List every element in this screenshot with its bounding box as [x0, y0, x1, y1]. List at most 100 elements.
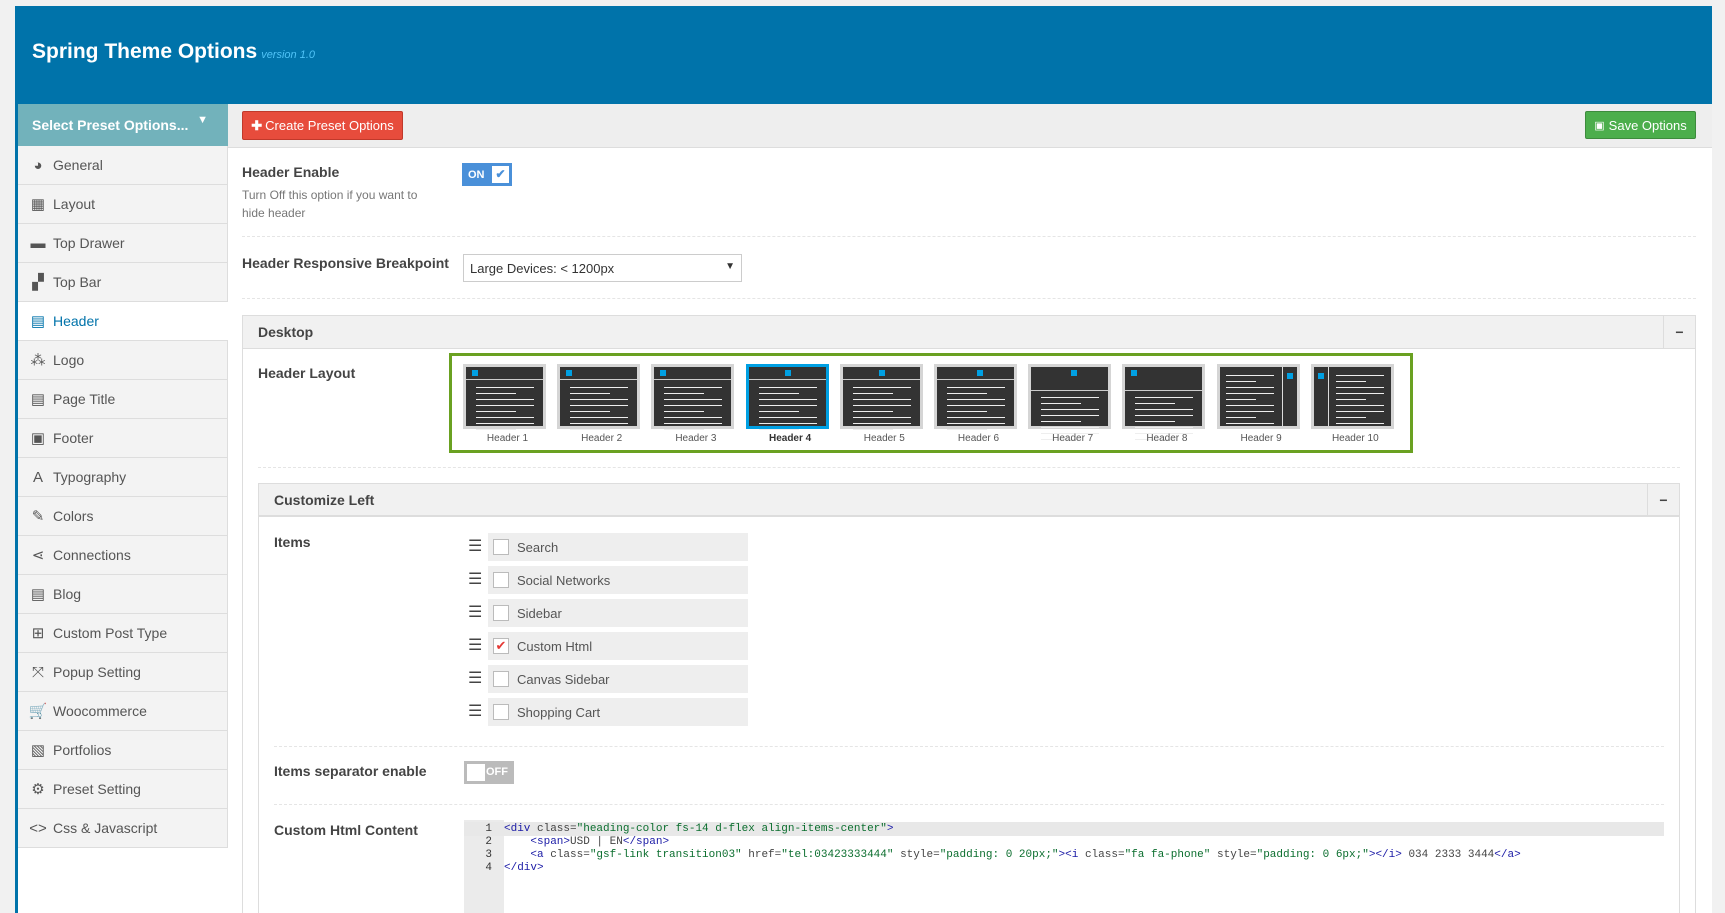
code-icon: <>	[29, 819, 47, 837]
thumb-line	[570, 399, 629, 400]
version-label: version 1.0	[261, 49, 315, 61]
thumb-header-bar	[842, 367, 920, 380]
header-layout-option[interactable]	[1216, 364, 1300, 429]
sidebar-item-label: Header	[53, 313, 99, 329]
item-checkbox[interactable]	[493, 572, 509, 588]
list-item: Sidebar	[488, 599, 748, 627]
item-label: Custom Html	[517, 638, 593, 654]
toggle-state: ON	[468, 168, 485, 181]
thumb-line	[570, 387, 629, 388]
sidebar-item-layout[interactable]: ▦ Layout	[18, 185, 228, 224]
item-checkbox[interactable]	[493, 671, 509, 687]
header-layout-option[interactable]	[1028, 364, 1112, 440]
header-layout-option[interactable]	[651, 364, 735, 430]
sidebar-item-header[interactable]: ▤ Header	[18, 302, 228, 341]
preset-select-label: Select Preset Options...	[32, 117, 189, 133]
sidebar-item-blog[interactable]: ▤ Blog	[18, 575, 228, 614]
sidebar-item-colors[interactable]: ✎ Colors	[18, 497, 228, 536]
thumb-line	[947, 411, 987, 412]
collapse-icon[interactable]: −	[1647, 484, 1679, 515]
header-layout-option[interactable]	[934, 364, 1017, 430]
sidebar-item-label: Logo	[53, 352, 85, 368]
desktop-panel-header[interactable]: Desktop −	[242, 315, 1696, 349]
thumb-line	[758, 429, 799, 430]
sidebar-item-top-drawer[interactable]: ▬ Top Drawer	[18, 224, 228, 263]
sidebar-item-woocommerce[interactable]: 🛒 Woocommerce	[18, 692, 228, 731]
create-preset-label: Create Preset Options	[265, 118, 394, 133]
sidebar-item-label: Colors	[53, 508, 94, 524]
sidebar-item-top-bar[interactable]: ▞ Top Bar	[18, 263, 228, 302]
header-layout-option[interactable]	[1122, 364, 1206, 440]
header-layout-label: Header 6	[957, 433, 1000, 444]
drag-handle-icon[interactable]: ☰	[468, 637, 483, 654]
sidebar-item-connections[interactable]: ⋖ Connections	[18, 536, 228, 575]
header-layout-option[interactable]	[1310, 364, 1394, 429]
sidebar-item-label: Custom Post Type	[53, 625, 168, 641]
drag-handle-icon[interactable]: ☰	[468, 604, 483, 621]
thumb-line	[476, 405, 534, 406]
drag-handle-icon[interactable]: ☰	[468, 538, 483, 555]
divider	[242, 298, 1696, 299]
header-layout-option[interactable]	[463, 364, 546, 430]
divider	[274, 746, 1664, 747]
thumb-line	[1041, 427, 1100, 428]
thumb-line	[570, 393, 611, 394]
thumb-line	[1135, 415, 1194, 416]
drag-handle-icon[interactable]: ☰	[468, 703, 483, 720]
header-layout-option[interactable]	[745, 364, 829, 430]
line-number: 2	[485, 836, 492, 848]
thumb-line	[1225, 423, 1274, 424]
thumb-line	[1225, 405, 1274, 406]
save-label: Save Options	[1608, 117, 1687, 133]
item-checkbox[interactable]	[493, 539, 509, 555]
thumb-logo	[1317, 373, 1324, 379]
brush-icon: ✎	[31, 508, 45, 525]
preset-select[interactable]: Select Preset Options... ▼	[18, 104, 228, 146]
images-icon: ▧	[30, 742, 46, 759]
header-layout-option[interactable]	[839, 364, 923, 430]
header-layout-label: Header 8	[1146, 433, 1188, 444]
header-layout-option[interactable]	[557, 364, 641, 430]
thumb-line	[1135, 433, 1194, 434]
header-enable-toggle[interactable]: ON ✔	[462, 163, 512, 186]
thumb-line	[476, 393, 516, 394]
drag-handle-icon[interactable]: ☰	[468, 670, 483, 687]
drag-handle-icon[interactable]: ☰	[468, 571, 483, 588]
thumb-line	[1135, 397, 1194, 398]
sidebar-item-css-javascript[interactable]: <> Css & Javascript	[18, 809, 228, 848]
thumb-logo	[660, 370, 667, 376]
create-preset-button[interactable]: ✚ Create Preset Options	[242, 111, 403, 140]
thumb-line	[852, 405, 911, 406]
thumb-line	[664, 411, 705, 412]
sidebar-item-general[interactable]: ◕ General	[18, 146, 228, 185]
list-item: Search	[488, 533, 748, 561]
breakpoint-select[interactable]: Large Devices: < 1200px ▼	[463, 254, 742, 282]
thumb-line	[1041, 421, 1082, 422]
save-options-button[interactable]: ▣ Save Options	[1585, 111, 1696, 139]
code-editor[interactable]: 1 <div class="heading-color fs-14 d-flex …	[464, 820, 1664, 913]
item-label: Search	[517, 539, 559, 555]
customize-left-header[interactable]: Customize Left −	[258, 483, 1680, 517]
sidebar-item-preset-setting[interactable]: ⚙ Preset Setting	[18, 770, 228, 809]
item-checkbox[interactable]	[493, 605, 509, 621]
circles-icon: ⁂	[30, 352, 46, 369]
sidebar-item-custom-post-type[interactable]: ⊞ Custom Post Type	[18, 614, 228, 653]
keyboard-icon: ▤	[30, 313, 46, 330]
sidebar-item-typography[interactable]: A Typography	[18, 458, 228, 497]
collapse-icon[interactable]: −	[1663, 316, 1695, 348]
sidebar-item-logo[interactable]: ⁂ Logo	[18, 341, 228, 380]
header-enable-label: Header Enable	[242, 164, 340, 180]
sidebar-item-page-title[interactable]: ▤ Page Title	[18, 380, 228, 419]
app-title: Spring Theme Options	[32, 40, 258, 63]
sidebar-item-footer[interactable]: ▣ Footer	[18, 419, 228, 458]
sidebar-item-popup-setting[interactable]: ⤧ Popup Setting	[18, 653, 228, 692]
thumb-line	[570, 423, 629, 424]
item-checkbox[interactable]	[493, 704, 509, 720]
thumb-line	[1335, 399, 1366, 400]
sidebar-item-portfolios[interactable]: ▧ Portfolios	[18, 731, 228, 770]
thumb-logo	[977, 370, 983, 376]
item-checkbox[interactable]: ✔	[493, 638, 509, 654]
thumb-line	[947, 393, 987, 394]
separator-toggle[interactable]: OFF	[464, 761, 514, 784]
thumb-logo	[1286, 373, 1293, 379]
